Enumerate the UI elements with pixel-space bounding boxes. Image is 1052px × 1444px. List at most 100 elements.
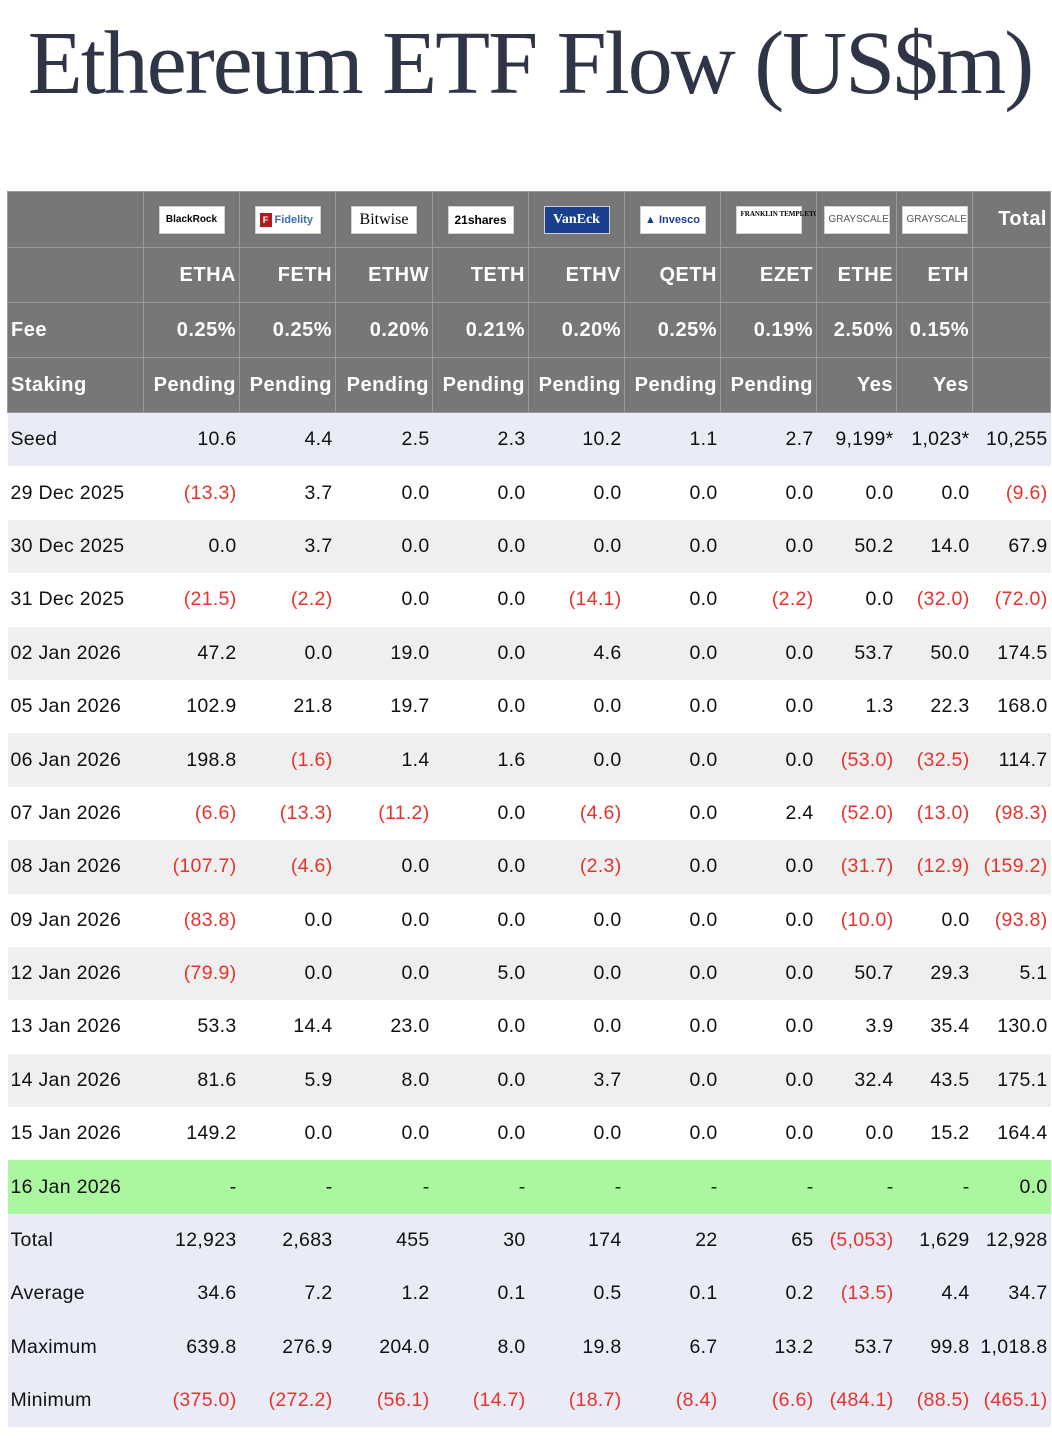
row-date: 09 Jan 2026 [7, 893, 144, 947]
flow-value: - [432, 1160, 529, 1214]
summary-value: 8.0 [432, 1320, 529, 1375]
flow-value: 0.0 [335, 573, 433, 627]
flow-value: 0.0 [720, 733, 817, 787]
table-row: 09 Jan 2026 (83.8) 0.0 0.0 0.0 0.0 0.0 0.0 (10.0… [7, 893, 1051, 947]
flow-value: 0.0 [528, 519, 625, 574]
header-row-issuers: BlackRock F Fidelity Bitwise 21shares VanEck ▲… [7, 191, 1051, 248]
flow-value: 5.0 [432, 946, 529, 1001]
summary-value: (272.2) [239, 1374, 336, 1428]
staking-value: Pending [528, 357, 625, 413]
summary-value: (14.7) [432, 1374, 529, 1428]
flow-value: (2.2) [239, 573, 336, 627]
flow-value: 29.3 [896, 946, 973, 1001]
flow-value: 5.1 [972, 946, 1051, 1001]
ticker-header: EZET [720, 247, 817, 303]
summary-value: 174 [528, 1213, 625, 1268]
flow-value: 0.0 [528, 1000, 625, 1054]
flow-value: 8.0 [335, 1053, 433, 1108]
flow-value: 23.0 [335, 1000, 433, 1054]
fee-value: 0.20% [528, 302, 625, 358]
flow-value: (4.6) [239, 840, 336, 894]
row-date: 15 Jan 2026 [7, 1107, 144, 1161]
summary-label: Total [7, 1213, 144, 1268]
flow-value: (4.6) [528, 786, 625, 841]
flow-value: 0.0 [239, 626, 336, 680]
flow-value: 0.0 [624, 893, 721, 947]
flow-value: 3.9 [816, 1000, 897, 1054]
flow-value: 15.2 [896, 1107, 973, 1161]
flow-value: - [335, 1160, 433, 1214]
flow-value: (14.1) [528, 573, 625, 627]
summary-value: 0.1 [624, 1267, 721, 1321]
flow-value: 0.0 [896, 466, 973, 520]
summary-value: (18.7) [528, 1374, 625, 1428]
ticker-header: FETH [239, 247, 336, 303]
flow-value: (159.2) [972, 840, 1051, 894]
flow-value: 0.0 [528, 466, 625, 520]
staking-total-cell [972, 357, 1051, 413]
summary-value: 34.6 [143, 1267, 240, 1321]
summary-value: 22 [624, 1213, 721, 1268]
staking-label: Staking [7, 357, 144, 413]
flow-value: 0.0 [528, 733, 625, 787]
flow-value: (2.3) [528, 840, 625, 894]
flow-value: 1.1 [624, 412, 721, 467]
flow-value: 0.0 [624, 1107, 721, 1161]
flow-value: (21.5) [143, 573, 240, 627]
issuer-logo-cell: 21shares [432, 191, 529, 248]
flow-value: 1.6 [432, 733, 529, 787]
summary-value: 455 [335, 1213, 433, 1268]
grayscale-icon: GRAYSCALE [901, 205, 968, 234]
flow-value: 35.4 [896, 1000, 973, 1054]
row-date: 05 Jan 2026 [7, 679, 144, 734]
etf-flow-table: BlackRock F Fidelity Bitwise 21shares VanEck ▲… [7, 191, 1051, 1428]
flow-value: 1,023* [896, 412, 973, 467]
summary-value: 99.8 [896, 1320, 973, 1375]
flow-value: - [816, 1160, 897, 1214]
flow-value: 0.0 [432, 1053, 529, 1108]
flow-value: 0.0 [816, 573, 897, 627]
flow-value: 0.0 [432, 626, 529, 680]
flow-value: 2.7 [720, 412, 817, 467]
flow-value: 0.0 [816, 466, 897, 520]
flow-value: 0.0 [720, 893, 817, 947]
flow-value: 0.0 [624, 1053, 721, 1108]
flow-value: (13.3) [143, 466, 240, 520]
summary-value: 19.8 [528, 1320, 625, 1375]
summary-value: 6.7 [624, 1320, 721, 1375]
flow-value: 0.0 [432, 1000, 529, 1054]
total-column-header: Total [972, 191, 1051, 248]
summary-value: (88.5) [896, 1374, 973, 1428]
summary-row: Maximum 639.8 276.9 204.0 8.0 19.8 6.7 13.2 53.7… [7, 1320, 1051, 1375]
fee-value: 0.15% [896, 302, 973, 358]
row-date: 06 Jan 2026 [7, 733, 144, 787]
summary-value: 7.2 [239, 1267, 336, 1321]
summary-value: (484.1) [816, 1374, 897, 1428]
flow-value: 0.0 [720, 626, 817, 680]
flow-value: 10.6 [143, 412, 240, 467]
fee-value: 0.19% [720, 302, 817, 358]
flow-value: (32.5) [896, 733, 973, 787]
flow-value: - [720, 1160, 817, 1214]
flow-value: (72.0) [972, 573, 1051, 627]
flow-value: (6.6) [143, 786, 240, 841]
flow-value: 19.7 [335, 679, 433, 734]
flow-value: 50.0 [896, 626, 973, 680]
issuer-logo-cell: ▲ Invesco [624, 191, 721, 248]
summary-value: (465.1) [972, 1374, 1051, 1428]
summary-label: Maximum [7, 1320, 144, 1375]
flow-value: 67.9 [972, 519, 1051, 574]
table-row: 05 Jan 2026 102.9 21.8 19.7 0.0 0.0 0.0 0.0 1.3 2… [7, 679, 1051, 734]
flow-value: 0.0 [720, 1000, 817, 1054]
ticker-label-cell [7, 247, 144, 303]
summary-value: 204.0 [335, 1320, 433, 1375]
flow-value: 14.4 [239, 1000, 336, 1054]
issuer-logo-cell: Bitwise [335, 191, 433, 248]
flow-value: 0.0 [335, 893, 433, 947]
ticker-header: ETHW [335, 247, 433, 303]
flow-value: 50.2 [816, 519, 897, 574]
flow-value: 1.3 [816, 679, 897, 734]
flow-value: - [143, 1160, 240, 1214]
header-row-staking: Staking Pending Pending Pending Pending Pendi… [7, 357, 1051, 413]
issuer-logo-cell: F Fidelity [239, 191, 336, 248]
